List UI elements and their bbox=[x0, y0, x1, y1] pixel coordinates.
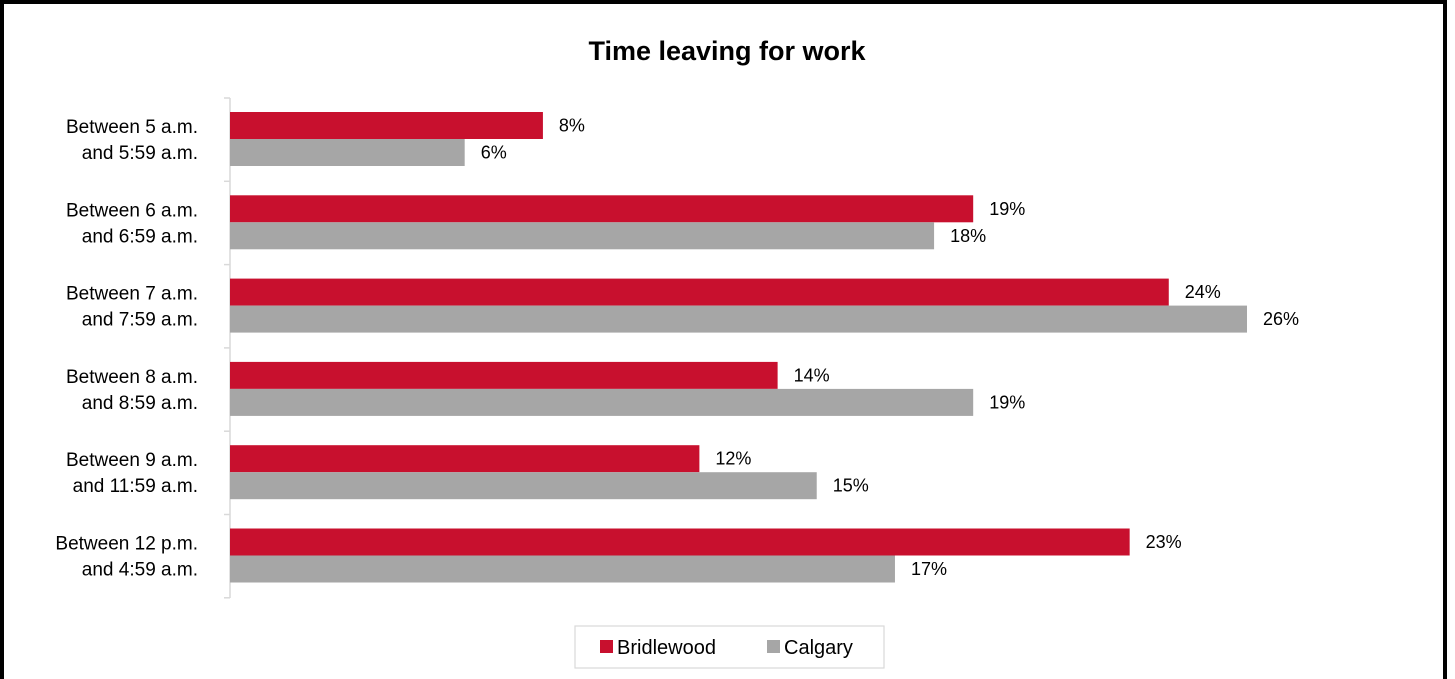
bar-bridlewood bbox=[230, 361, 778, 389]
data-label: 26% bbox=[1263, 309, 1299, 329]
bar-bridlewood bbox=[230, 195, 974, 223]
bar-bridlewood bbox=[230, 278, 1169, 306]
data-label: 6% bbox=[481, 143, 507, 163]
category-label: and 7:59 a.m. bbox=[82, 310, 198, 331]
category-label: Between 7 a.m. bbox=[66, 284, 198, 305]
bar-calgary bbox=[230, 222, 935, 250]
legend: Bridlewood Calgary bbox=[574, 625, 885, 669]
category-axis bbox=[224, 97, 231, 599]
bar-calgary bbox=[230, 555, 895, 583]
category-label: and 11:59 a.m. bbox=[73, 476, 198, 497]
category-label: and 5:59 a.m. bbox=[82, 143, 198, 164]
category-label: Between 5 a.m. bbox=[66, 117, 198, 138]
legend-label: Bridlewood bbox=[617, 637, 716, 659]
bar-calgary bbox=[230, 388, 974, 416]
data-label: 18% bbox=[950, 226, 986, 246]
category-label: Between 6 a.m. bbox=[66, 200, 198, 221]
bar-calgary bbox=[230, 305, 1247, 333]
data-label: 17% bbox=[911, 559, 947, 579]
data-label: 12% bbox=[715, 449, 751, 469]
bar-bridlewood bbox=[230, 528, 1130, 556]
bar-bridlewood bbox=[230, 445, 700, 473]
category-label: and 4:59 a.m. bbox=[82, 560, 198, 581]
legend-swatch-calgary bbox=[767, 640, 780, 653]
data-label: 19% bbox=[989, 199, 1025, 219]
data-label: 14% bbox=[794, 365, 830, 385]
bars: 8%6%19%18%24%26%14%19%12%15%23%17% bbox=[230, 112, 1299, 583]
legend-swatch-bridlewood bbox=[600, 640, 613, 653]
data-label: 23% bbox=[1146, 532, 1182, 552]
category-label: Between 9 a.m. bbox=[66, 450, 198, 471]
legend-box bbox=[574, 625, 885, 669]
bar-calgary bbox=[230, 472, 817, 500]
bar-calgary bbox=[230, 139, 465, 166]
chart-title: Time leaving for work bbox=[588, 36, 866, 66]
data-label: 24% bbox=[1185, 282, 1221, 302]
data-label: 8% bbox=[559, 116, 585, 136]
data-label: 15% bbox=[833, 476, 869, 496]
category-label: Between 12 p.m. bbox=[55, 534, 198, 555]
category-labels: Between 5 a.m. and 5:59 a.m. Between 6 a.m… bbox=[55, 117, 198, 581]
legend-label: Calgary bbox=[784, 637, 853, 659]
data-label: 19% bbox=[989, 392, 1025, 412]
category-label: and 8:59 a.m. bbox=[82, 393, 198, 414]
category-label: and 6:59 a.m. bbox=[82, 226, 198, 247]
category-label: Between 8 a.m. bbox=[66, 367, 198, 388]
bar-bridlewood bbox=[230, 112, 543, 139]
